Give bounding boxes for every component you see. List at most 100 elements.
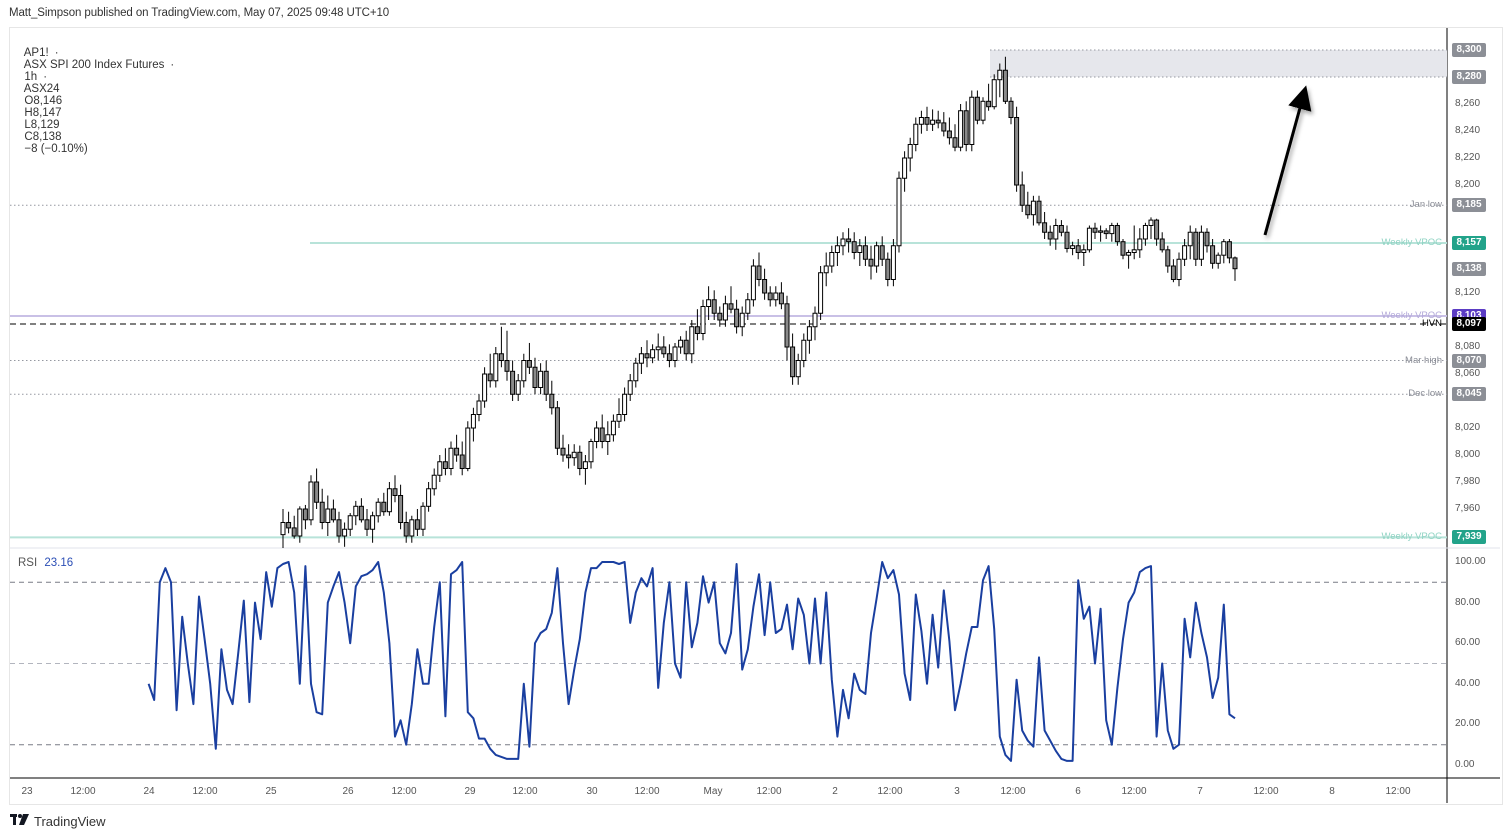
candle[interactable] — [437, 455, 443, 482]
candle[interactable] — [616, 398, 622, 428]
candle[interactable] — [1137, 228, 1143, 258]
candle[interactable] — [308, 475, 314, 526]
rsi-line[interactable] — [147, 561, 1236, 762]
candle[interactable] — [448, 441, 454, 476]
candle[interactable] — [907, 137, 913, 172]
candle[interactable] — [655, 333, 661, 361]
candle[interactable] — [431, 468, 437, 496]
candle[interactable] — [297, 506, 303, 543]
candle[interactable] — [476, 394, 482, 422]
candle[interactable] — [420, 502, 426, 536]
candle[interactable] — [689, 320, 695, 364]
candle[interactable] — [717, 306, 723, 327]
candle[interactable] — [834, 236, 840, 266]
candle[interactable] — [1210, 239, 1216, 269]
candle[interactable] — [1131, 225, 1137, 260]
candle[interactable] — [336, 511, 342, 543]
candle[interactable] — [1204, 228, 1210, 253]
candle[interactable] — [969, 90, 975, 152]
candle[interactable] — [1114, 222, 1120, 246]
candle[interactable] — [325, 495, 331, 537]
candle[interactable] — [935, 110, 941, 129]
candle[interactable] — [638, 347, 644, 374]
candle[interactable] — [778, 282, 784, 310]
candle[interactable] — [974, 90, 980, 125]
candle[interactable] — [403, 511, 409, 543]
candle[interactable] — [918, 110, 924, 134]
candle[interactable] — [588, 438, 594, 469]
candle[interactable] — [594, 421, 600, 449]
candle[interactable] — [342, 522, 348, 547]
candle[interactable] — [851, 232, 857, 260]
candle[interactable] — [941, 112, 947, 137]
candle[interactable] — [610, 414, 616, 442]
candle[interactable] — [1159, 232, 1165, 253]
candle[interactable] — [364, 509, 370, 536]
candle[interactable] — [958, 104, 964, 152]
candle[interactable] — [829, 245, 835, 273]
candle[interactable] — [773, 286, 779, 307]
candle[interactable] — [498, 326, 504, 368]
candle[interactable] — [515, 374, 521, 401]
candle[interactable] — [823, 252, 829, 287]
candle[interactable] — [1226, 239, 1232, 264]
candle[interactable] — [1176, 252, 1182, 287]
candle[interactable] — [532, 357, 538, 395]
candle[interactable] — [571, 444, 577, 466]
candle[interactable] — [319, 488, 325, 530]
candle[interactable] — [398, 484, 404, 530]
candle[interactable] — [1053, 218, 1059, 250]
candle[interactable] — [896, 171, 902, 253]
candle[interactable] — [750, 259, 756, 307]
candle[interactable] — [846, 228, 852, 253]
candle[interactable] — [521, 353, 527, 388]
candle[interactable] — [1232, 256, 1238, 281]
candle[interactable] — [694, 309, 700, 341]
candle[interactable] — [784, 295, 790, 361]
candle[interactable] — [426, 482, 432, 512]
candle[interactable] — [549, 380, 555, 415]
candle[interactable] — [672, 342, 678, 368]
candle[interactable] — [302, 504, 308, 530]
candle[interactable] — [560, 434, 566, 462]
candle[interactable] — [599, 414, 605, 449]
candle[interactable] — [1148, 217, 1154, 239]
candle[interactable] — [487, 353, 493, 388]
legend-symbol[interactable]: AP1! — [23, 47, 49, 59]
candle[interactable] — [1170, 259, 1176, 283]
candle[interactable] — [1165, 245, 1171, 273]
candle[interactable] — [986, 83, 992, 111]
tradingview-brand[interactable]: TradingView — [10, 814, 106, 829]
candle[interactable] — [879, 236, 885, 266]
candle[interactable] — [291, 515, 297, 539]
candle[interactable] — [857, 239, 863, 266]
candle[interactable] — [1154, 218, 1160, 246]
candle[interactable] — [414, 509, 420, 536]
candle[interactable] — [510, 360, 516, 402]
candle[interactable] — [1142, 222, 1148, 246]
candle[interactable] — [582, 455, 588, 485]
candle[interactable] — [493, 347, 499, 388]
candle[interactable] — [1098, 225, 1104, 242]
candle[interactable] — [370, 511, 376, 543]
candle[interactable] — [745, 293, 751, 320]
candle[interactable] — [980, 97, 986, 125]
candle[interactable] — [946, 117, 952, 145]
candle[interactable] — [874, 241, 880, 273]
candle[interactable] — [454, 434, 460, 462]
candle[interactable] — [902, 151, 908, 192]
candle[interactable] — [952, 124, 958, 152]
resistance-zone[interactable] — [990, 50, 1447, 77]
candle[interactable] — [650, 344, 656, 364]
candle[interactable] — [812, 306, 818, 341]
candle[interactable] — [890, 239, 896, 287]
candle[interactable] — [1047, 225, 1053, 246]
candle[interactable] — [997, 63, 1003, 98]
candle[interactable] — [459, 441, 465, 476]
candle[interactable] — [991, 74, 997, 110]
candle[interactable] — [1215, 252, 1221, 269]
candle[interactable] — [577, 445, 583, 476]
candle[interactable] — [526, 342, 532, 374]
candle[interactable] — [700, 299, 706, 341]
